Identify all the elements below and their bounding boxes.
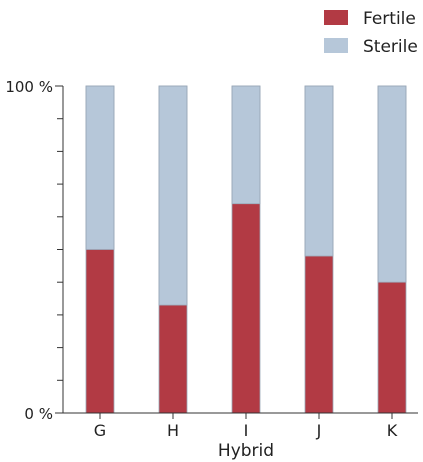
bar-fertile-g [86, 249, 114, 413]
x-tick-label-h: H [167, 421, 179, 440]
legend-label-fertile: Fertile [363, 9, 416, 29]
legend-swatch-sterile [324, 38, 348, 53]
y-tick-label-100: 100 % [5, 78, 53, 96]
bars [85, 85, 407, 414]
bar-fertile-h [159, 305, 187, 413]
bar-fertile-i [232, 203, 260, 413]
labels: 0 % 100 % G H I J K Hybrid [5, 78, 397, 461]
legend: Fertile Sterile [324, 9, 418, 57]
bar-sterile-k [377, 85, 407, 283]
bar-sterile-h [158, 85, 188, 306]
bar-sterile-j [304, 85, 334, 257]
x-tick-label-i: I [244, 421, 249, 440]
bar-sterile-g [85, 85, 115, 250]
axes [55, 85, 418, 419]
legend-label-sterile: Sterile [363, 37, 418, 57]
x-axis-label: Hybrid [218, 441, 274, 461]
x-tick-label-j: J [316, 421, 322, 440]
x-tick-label-g: G [94, 421, 106, 440]
y-tick-label-0: 0 % [24, 405, 53, 423]
x-tick-label-k: K [387, 421, 398, 440]
bar-fertile-j [305, 256, 333, 413]
bar-fertile-k [378, 282, 406, 413]
legend-swatch-fertile [324, 10, 348, 25]
bar-sterile-i [231, 85, 261, 205]
